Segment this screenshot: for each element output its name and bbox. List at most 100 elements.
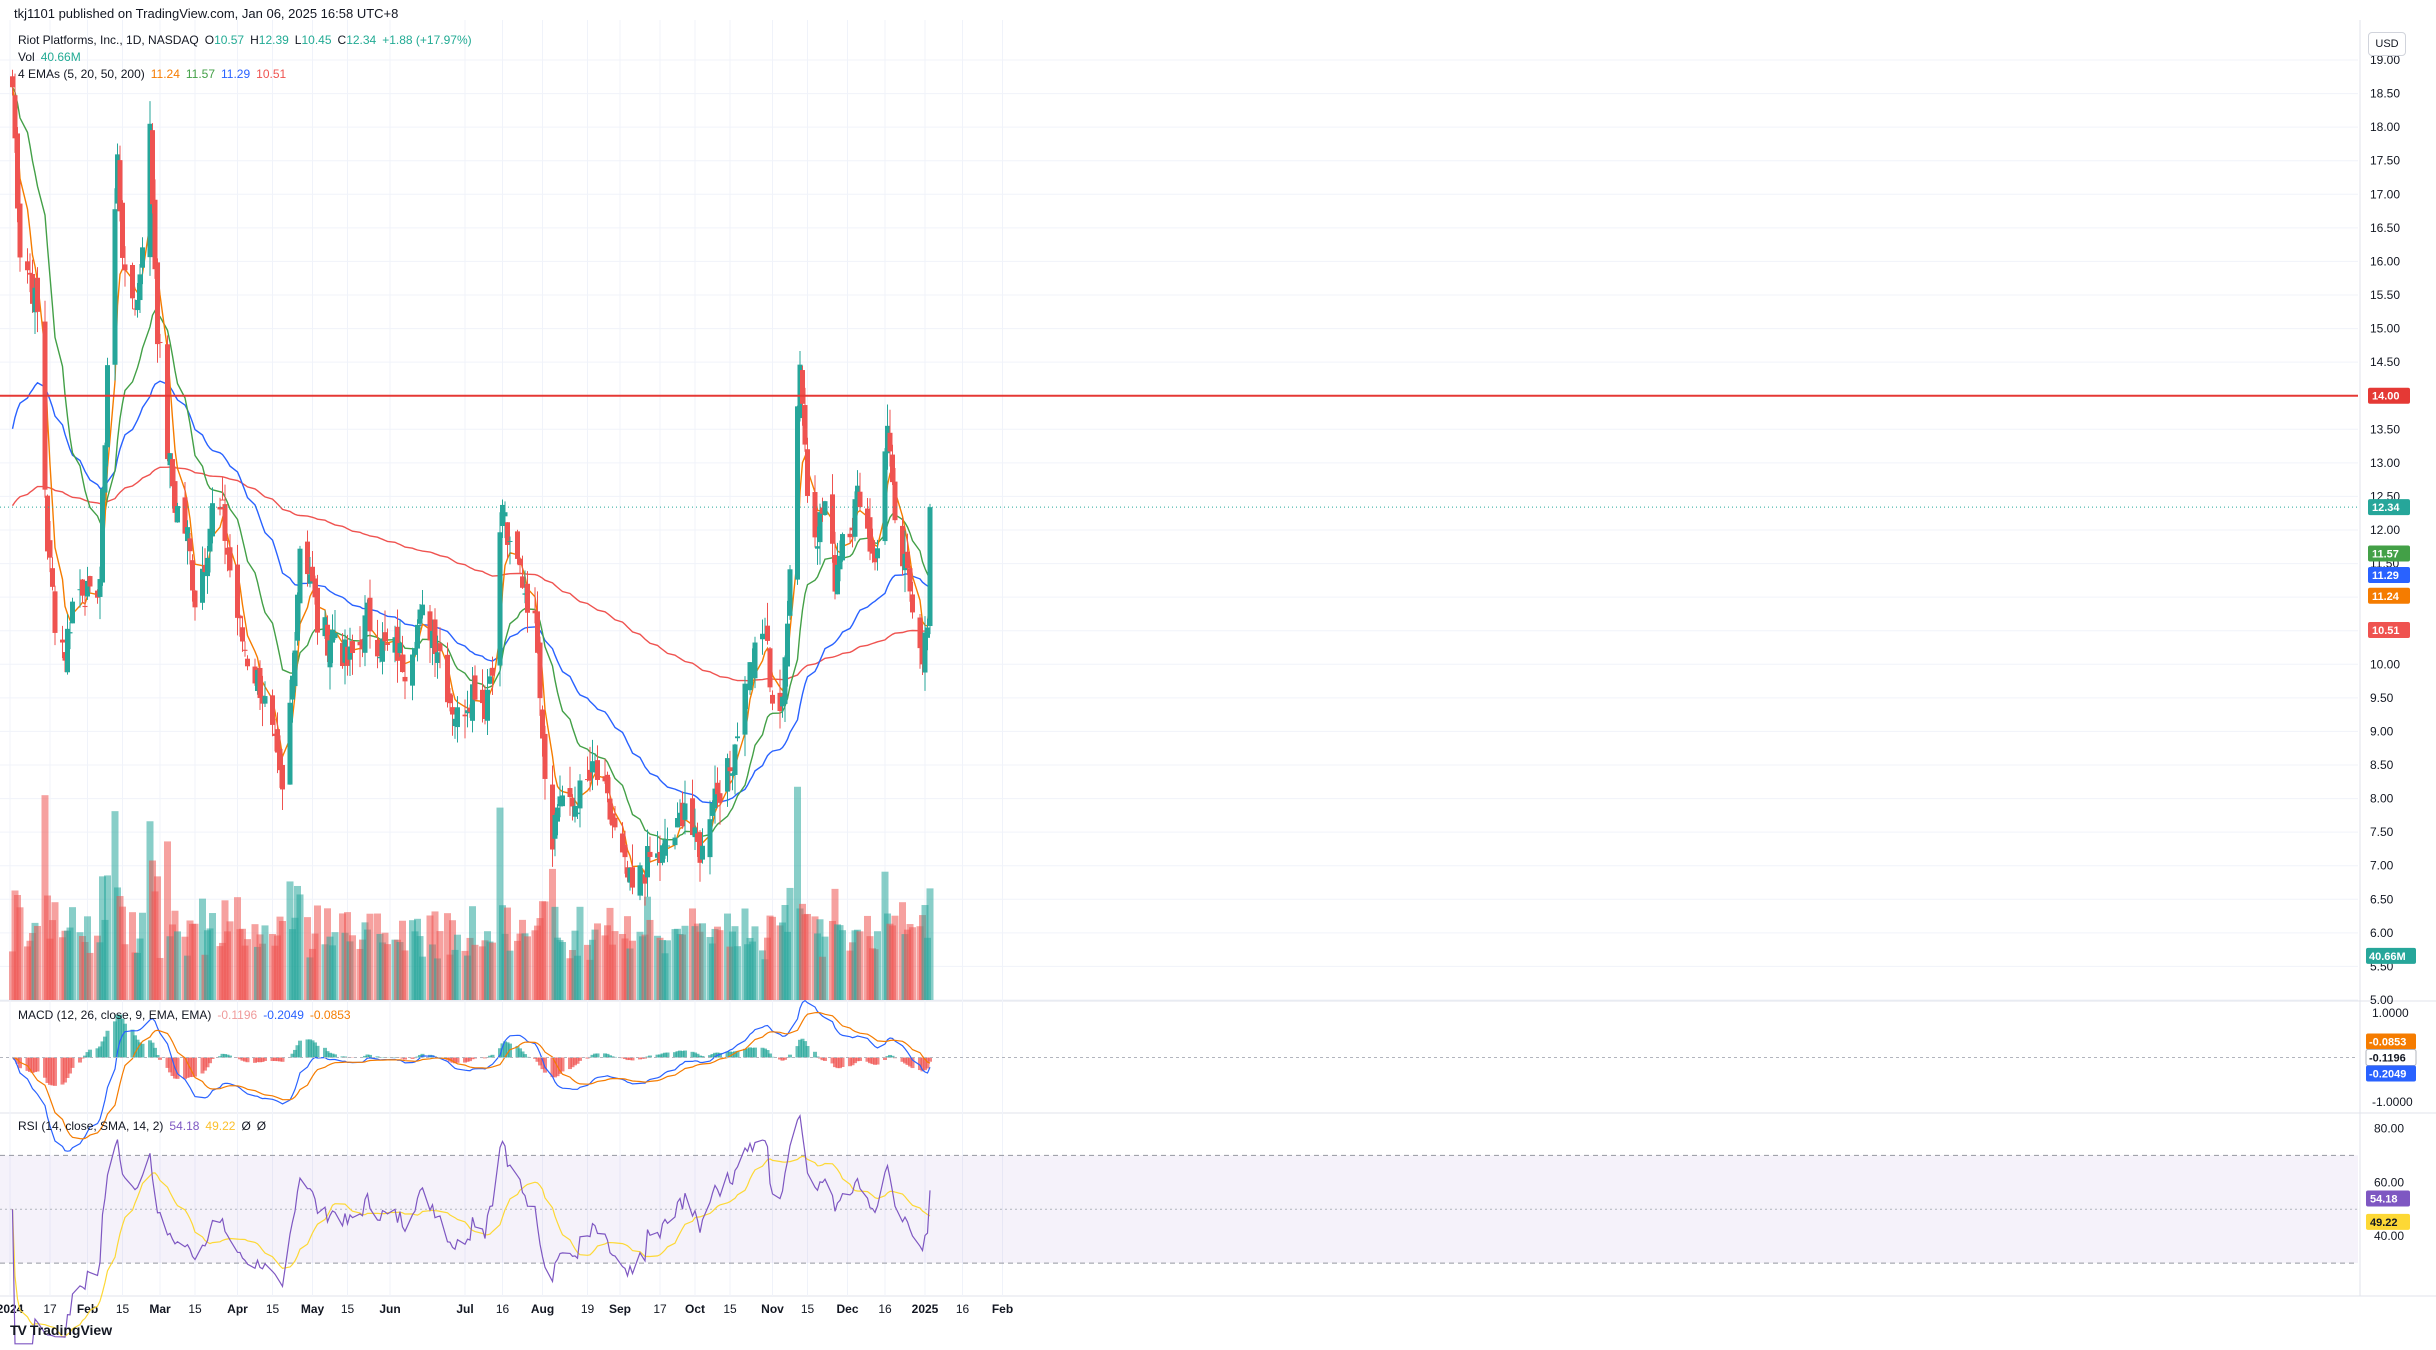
- macd-histogram-bar: [323, 1047, 327, 1058]
- macd-histogram-bar: [503, 1041, 507, 1058]
- rsi-label[interactable]: RSI (14, close, SMA, 14, 2): [18, 1119, 164, 1133]
- macd-histogram-bar: [700, 1055, 705, 1058]
- macd-histogram-bar: [150, 1042, 155, 1058]
- macd-histogram-bar: [43, 1057, 47, 1078]
- macd-histogram-bar: [888, 1054, 892, 1058]
- volume-bar: [734, 946, 741, 1000]
- macd-histogram-bar: [245, 1057, 250, 1063]
- candle-body: [305, 541, 310, 575]
- candle-body: [240, 627, 245, 642]
- rsi-value: 54.18: [169, 1119, 200, 1133]
- macd-histogram-bar: [868, 1057, 872, 1064]
- macd-histogram-bar: [270, 1057, 275, 1062]
- macd-histogram-bar: [885, 1056, 890, 1058]
- price-tick-label: 6.50: [2370, 892, 2394, 906]
- volume-bar: [261, 925, 269, 1000]
- volume-bar: [611, 931, 619, 1000]
- macd-histogram-bar: [223, 1054, 227, 1058]
- candle-body: [867, 517, 873, 552]
- candle-body: [835, 564, 840, 595]
- rsi-band: [0, 1155, 2358, 1264]
- ema20-badge-bg: [2368, 545, 2410, 562]
- ema-label[interactable]: 4 EMAs (5, 20, 50, 200): [18, 67, 145, 81]
- macd-histogram-bar: [550, 1057, 555, 1078]
- candle-body: [620, 833, 625, 853]
- candle-body: [742, 683, 748, 735]
- macd-histogram-bar: [733, 1051, 737, 1058]
- macd-histogram-bar: [235, 1057, 240, 1059]
- macd-histogram-bar: [295, 1045, 300, 1058]
- candle-body: [555, 807, 560, 822]
- candle-body: [870, 540, 875, 554]
- candle-body: [710, 802, 715, 816]
- ema200-value: 10.51: [256, 67, 287, 81]
- candle-body: [327, 640, 333, 668]
- ema50-badge-bg: [2368, 566, 2410, 583]
- time-tick-label: Mar: [149, 1302, 171, 1316]
- candle-body: [175, 506, 180, 523]
- macd-histogram-bar: [655, 1054, 660, 1058]
- macd-histogram-bar: [85, 1052, 90, 1058]
- macd-histogram-bar: [298, 1040, 302, 1058]
- macd-histogram-bar: [83, 1055, 87, 1058]
- time-tick-label: Apr: [227, 1302, 248, 1316]
- candle-body: [490, 667, 495, 676]
- volume-bar: [436, 931, 444, 1000]
- macd-histogram-bar: [728, 1051, 732, 1058]
- candle-body: [362, 615, 368, 653]
- candle-body: [887, 432, 893, 452]
- macd-histogram-bar: [315, 1045, 320, 1058]
- time-tick-label: Aug: [531, 1302, 554, 1316]
- volume-bar: [154, 876, 161, 1000]
- candle-body: [287, 702, 293, 785]
- macd-histogram-bar: [710, 1054, 715, 1058]
- candle-body: [120, 202, 125, 258]
- candle-body: [350, 641, 355, 653]
- candle-body: [840, 534, 845, 561]
- candle-body: [157, 341, 163, 344]
- macd-label[interactable]: MACD (12, 26, close, 9, EMA, EMA): [18, 1008, 212, 1022]
- macd-histogram-bar: [743, 1048, 747, 1058]
- macd-histogram-bar: [103, 1036, 107, 1058]
- macd-histogram-bar: [138, 1042, 142, 1058]
- macd-histogram-bar: [280, 1057, 285, 1062]
- price-tick-label: 18.00: [2370, 120, 2400, 134]
- volume-bar: [174, 931, 181, 1000]
- macd-histogram-bar: [540, 1057, 545, 1070]
- macd-histogram-bar: [905, 1057, 910, 1065]
- candle-body: [200, 568, 205, 603]
- macd-histogram-bar: [140, 1043, 145, 1058]
- candle-body: [647, 851, 653, 857]
- macd-histogram-bar: [835, 1057, 840, 1069]
- resistance-badge: 14.00: [2372, 391, 2400, 403]
- candle-body: [400, 654, 405, 673]
- macd-histogram-bar: [260, 1057, 265, 1063]
- macd-histogram-bar: [813, 1051, 817, 1058]
- time-tick-label: 15: [188, 1302, 202, 1316]
- volume-label[interactable]: Vol: [18, 50, 35, 64]
- volume-bar: [384, 944, 391, 1000]
- symbol-name[interactable]: Riot Platforms, Inc., 1D, NASDAQ: [18, 33, 199, 47]
- candle-body: [552, 815, 558, 839]
- macd-histogram-bar: [560, 1057, 565, 1072]
- currency-button[interactable]: USD: [2368, 32, 2406, 56]
- close-label: C: [337, 33, 347, 47]
- time-tick-label: 19: [581, 1302, 595, 1316]
- candle-body: [367, 597, 373, 632]
- price-tick-label: 8.50: [2370, 758, 2394, 772]
- candle-body: [275, 729, 280, 753]
- macd-histogram-bar: [783, 1057, 787, 1060]
- candle-body: [907, 568, 913, 592]
- candle-body: [672, 837, 678, 846]
- candle-body: [325, 624, 330, 656]
- macd-histogram-bar: [818, 1057, 822, 1059]
- candle-body: [182, 497, 188, 534]
- candle-body: [192, 590, 198, 608]
- candle-body: [752, 642, 758, 679]
- macd-histogram-bar: [928, 1057, 932, 1062]
- macd-histogram-bar: [658, 1054, 662, 1058]
- candle-body: [82, 605, 88, 608]
- macd-histogram-bar: [798, 1039, 802, 1058]
- macd-histogram-bar: [603, 1053, 607, 1058]
- macd-histogram-bar: [15, 1057, 20, 1064]
